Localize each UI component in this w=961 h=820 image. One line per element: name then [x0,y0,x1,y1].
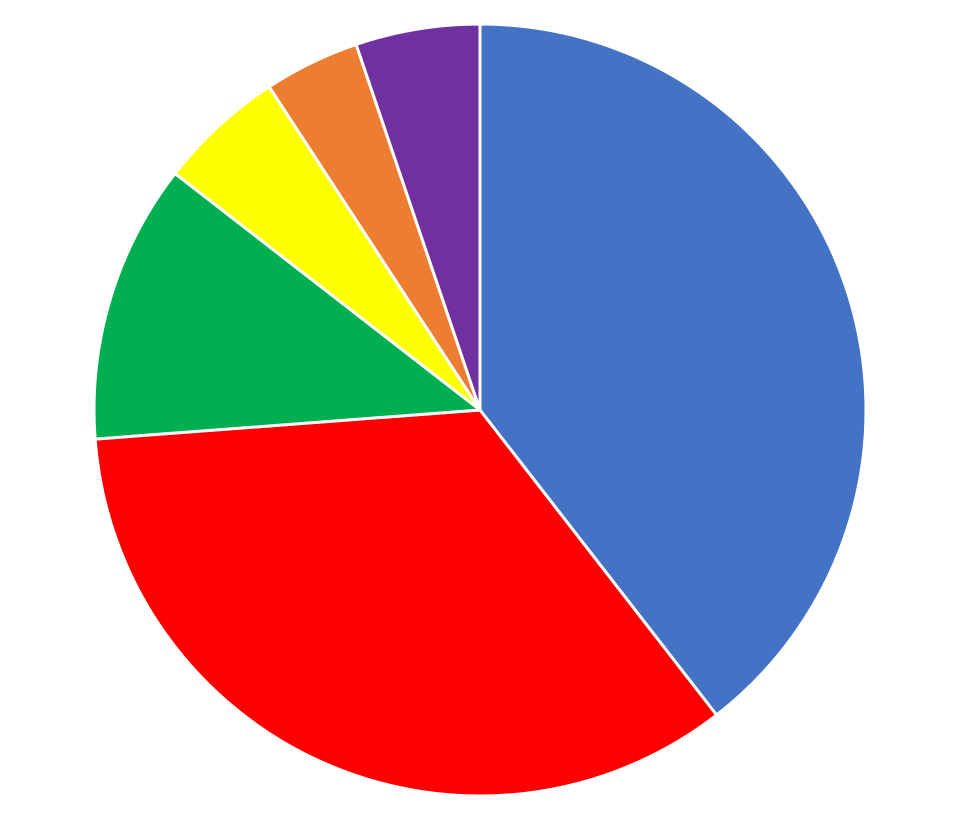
pie-slice [92,171,482,441]
pie-slice [93,408,719,798]
pie-slice [354,22,482,412]
pie-slice [478,22,868,717]
